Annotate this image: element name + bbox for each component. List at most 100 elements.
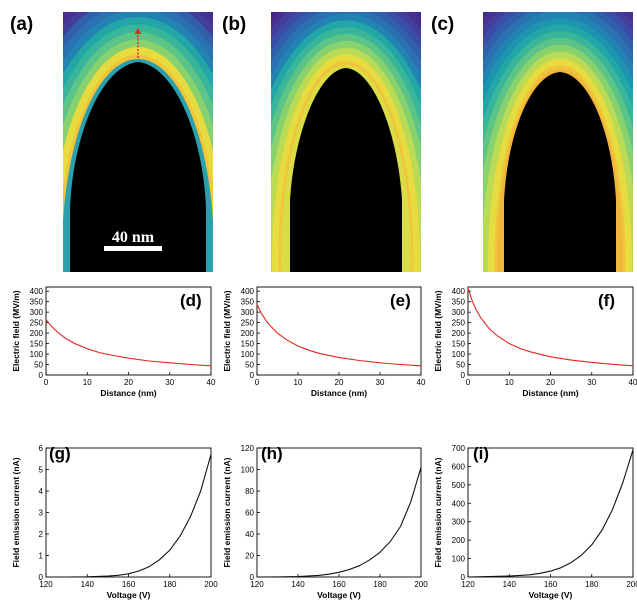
y-tick-label: 400 bbox=[452, 287, 466, 296]
chart-f: 0 10 20 30 40050100150200250300350400Distanc… bbox=[433, 286, 637, 398]
y-tick-label: 600 bbox=[452, 462, 466, 471]
panel-label-h: (h) bbox=[261, 444, 283, 463]
series-line bbox=[256, 304, 422, 367]
panel-label-e: (e) bbox=[390, 291, 411, 310]
y-tick-label: 3 bbox=[39, 509, 44, 518]
scale-bar-line bbox=[104, 246, 162, 251]
y-tick-label: 250 bbox=[452, 319, 466, 328]
y-tick-label: 700 bbox=[452, 444, 466, 453]
x-tick-label: 140 bbox=[291, 580, 305, 589]
scale-bar-text: 40 nm bbox=[112, 229, 155, 246]
x-tick-label: 30 bbox=[165, 378, 174, 387]
x-tick-label: 200 bbox=[204, 580, 218, 589]
plot-frame bbox=[467, 447, 634, 578]
y-tick-label: 40 bbox=[245, 530, 254, 539]
chart-i: 120 140 160 180 200 0 100 200 300 400 500 600 700 Vol… bbox=[433, 444, 637, 600]
series-line bbox=[467, 449, 634, 578]
x-axis-title: Distance (nm) bbox=[311, 388, 367, 398]
field-map-a: 40 nm bbox=[63, 12, 213, 272]
x-tick-label: 40 bbox=[207, 378, 216, 387]
y-tick-label: 100 bbox=[241, 350, 255, 359]
y-tick-label: 50 bbox=[456, 361, 465, 370]
x-tick-label: 140 bbox=[503, 580, 517, 589]
x-tick-label: 140 bbox=[81, 580, 95, 589]
y-tick-label: 2 bbox=[39, 530, 44, 539]
y-tick-label: 250 bbox=[30, 319, 44, 328]
x-axis-title: Voltage (V) bbox=[317, 590, 361, 600]
y-tick-label: 400 bbox=[452, 499, 466, 508]
y-tick-label: 80 bbox=[245, 487, 254, 496]
y-axis-title: Field emission current (nA) bbox=[222, 457, 232, 567]
series-line bbox=[46, 454, 212, 578]
x-tick-label: 10 bbox=[83, 378, 92, 387]
y-tick-label: 300 bbox=[30, 308, 44, 317]
plot-frame bbox=[256, 447, 422, 578]
series-line bbox=[256, 467, 422, 578]
y-axis-title: Electric field (MV/m) bbox=[433, 290, 443, 371]
field-map-b bbox=[271, 12, 421, 272]
x-tick-label: 180 bbox=[373, 580, 387, 589]
y-tick-label: 0 bbox=[250, 371, 255, 380]
y-axis-title: Field emission current (nA) bbox=[433, 457, 443, 567]
y-tick-label: 100 bbox=[452, 555, 466, 564]
x-tick-label: 0 bbox=[466, 378, 471, 387]
y-axis-title: Electric field (MV/m) bbox=[222, 290, 232, 371]
chart-e: 0 10 20 30 40050100150200250300350400Distanc… bbox=[222, 286, 426, 398]
x-tick-label: 200 bbox=[626, 580, 637, 589]
y-tick-label: 0 bbox=[39, 371, 44, 380]
x-axis-title: Distance (nm) bbox=[100, 388, 156, 398]
y-tick-label: 200 bbox=[452, 329, 466, 338]
x-axis-title: Voltage (V) bbox=[529, 590, 573, 600]
series-line bbox=[45, 319, 212, 367]
distance-arrow-a bbox=[134, 28, 142, 58]
y-tick-label: 4 bbox=[39, 487, 44, 496]
x-tick-label: 10 bbox=[294, 378, 303, 387]
field-map-c bbox=[483, 12, 633, 272]
panel-label-d: (d) bbox=[180, 291, 202, 310]
x-tick-label: 120 bbox=[39, 580, 53, 589]
charts: 0 10 20 30 40050100150200250300350400Distanc… bbox=[11, 286, 637, 600]
x-tick-label: 0 bbox=[255, 378, 260, 387]
y-tick-label: 5 bbox=[39, 466, 44, 475]
y-axis-title: Electric field (MV/m) bbox=[11, 290, 21, 371]
y-tick-label: 100 bbox=[452, 350, 466, 359]
x-tick-label: 40 bbox=[417, 378, 426, 387]
x-tick-label: 200 bbox=[414, 580, 428, 589]
tip-silhouette-b bbox=[290, 68, 402, 272]
tip-silhouette-c bbox=[504, 72, 616, 272]
y-tick-label: 100 bbox=[241, 466, 255, 475]
y-tick-label: 150 bbox=[241, 340, 255, 349]
y-tick-label: 50 bbox=[245, 361, 254, 370]
x-tick-label: 30 bbox=[376, 378, 385, 387]
panel-label-b: (b) bbox=[222, 14, 246, 35]
scale-bar: 40 nm bbox=[104, 229, 162, 251]
plot-frame bbox=[45, 447, 212, 578]
y-tick-label: 1 bbox=[39, 552, 44, 561]
x-tick-label: 10 bbox=[505, 378, 514, 387]
y-tick-label: 300 bbox=[452, 518, 466, 527]
y-tick-label: 0 bbox=[461, 371, 466, 380]
y-tick-label: 300 bbox=[452, 308, 466, 317]
y-tick-label: 350 bbox=[241, 298, 255, 307]
y-tick-label: 300 bbox=[241, 308, 255, 317]
x-tick-label: 160 bbox=[122, 580, 136, 589]
y-tick-label: 50 bbox=[34, 361, 43, 370]
y-tick-label: 350 bbox=[30, 298, 44, 307]
y-tick-label: 400 bbox=[241, 287, 255, 296]
y-tick-label: 60 bbox=[245, 509, 254, 518]
y-axis-title: Field emission current (nA) bbox=[11, 457, 21, 567]
panel-label-a: (a) bbox=[10, 14, 33, 35]
panel-label-f: (f) bbox=[598, 291, 615, 310]
chart-h: 120 140 160 180 200 0 20 40 60 80 100 120 Voltage (V… bbox=[222, 444, 428, 600]
y-tick-label: 350 bbox=[452, 298, 466, 307]
panel-label-i: (i) bbox=[473, 444, 489, 463]
panel-label-g: (g) bbox=[49, 444, 71, 463]
panel-label-c: (c) bbox=[431, 14, 454, 35]
x-tick-label: 20 bbox=[546, 378, 555, 387]
y-tick-label: 6 bbox=[39, 444, 44, 453]
x-tick-label: 180 bbox=[163, 580, 177, 589]
chart-d: 0 10 20 30 40050100150200250300350400Distanc… bbox=[11, 286, 216, 398]
x-tick-label: 20 bbox=[335, 378, 344, 387]
x-tick-label: 30 bbox=[587, 378, 596, 387]
